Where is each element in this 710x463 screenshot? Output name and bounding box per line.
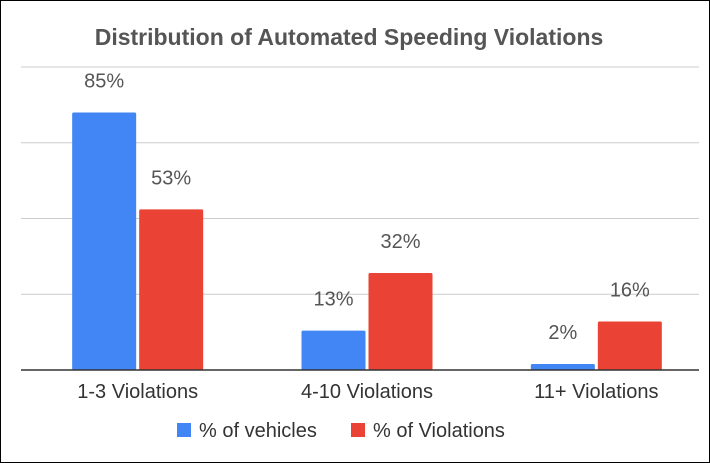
bar-of-violations-2 — [368, 273, 433, 370]
bar-of-vehicles-3 — [530, 363, 595, 370]
legend-swatch-of-vehicles — [177, 423, 191, 437]
bar-of-vehicles-1 — [72, 112, 137, 370]
data-label-of-vehicles-3: 2% — [548, 322, 577, 344]
data-label-of-violations-2: 32% — [380, 231, 420, 253]
data-label-of-violations-3: 16% — [610, 280, 650, 302]
x-tick-label: 11+ Violations — [534, 381, 658, 403]
data-labels: 85% 53% 13% 32% 2% 16% — [84, 70, 650, 343]
legend-swatch-of-violations — [351, 423, 365, 437]
legend-label-of-vehicles: % of vehicles — [199, 420, 317, 442]
x-tick-label: 4-10 Violations — [301, 381, 433, 403]
bars — [72, 112, 662, 370]
data-label-of-vehicles-2: 13% — [313, 289, 353, 311]
data-label-of-violations-1: 53% — [151, 167, 191, 189]
bar-of-vehicles-2 — [301, 330, 366, 370]
legend: % of vehicles % of Violations — [177, 420, 505, 442]
data-label-of-vehicles-1: 85% — [84, 70, 124, 92]
legend-label-of-violations: % of Violations — [373, 420, 505, 442]
bar-of-violations-3 — [597, 321, 662, 370]
x-axis-tick-labels: 1-3 Violations 4-10 Violations 11+ Violati… — [77, 381, 658, 403]
chart-title: Distribution of Automated Speeding Viola… — [95, 24, 604, 50]
bar-of-violations-1 — [139, 209, 204, 370]
x-tick-label: 1-3 Violations — [77, 381, 198, 403]
